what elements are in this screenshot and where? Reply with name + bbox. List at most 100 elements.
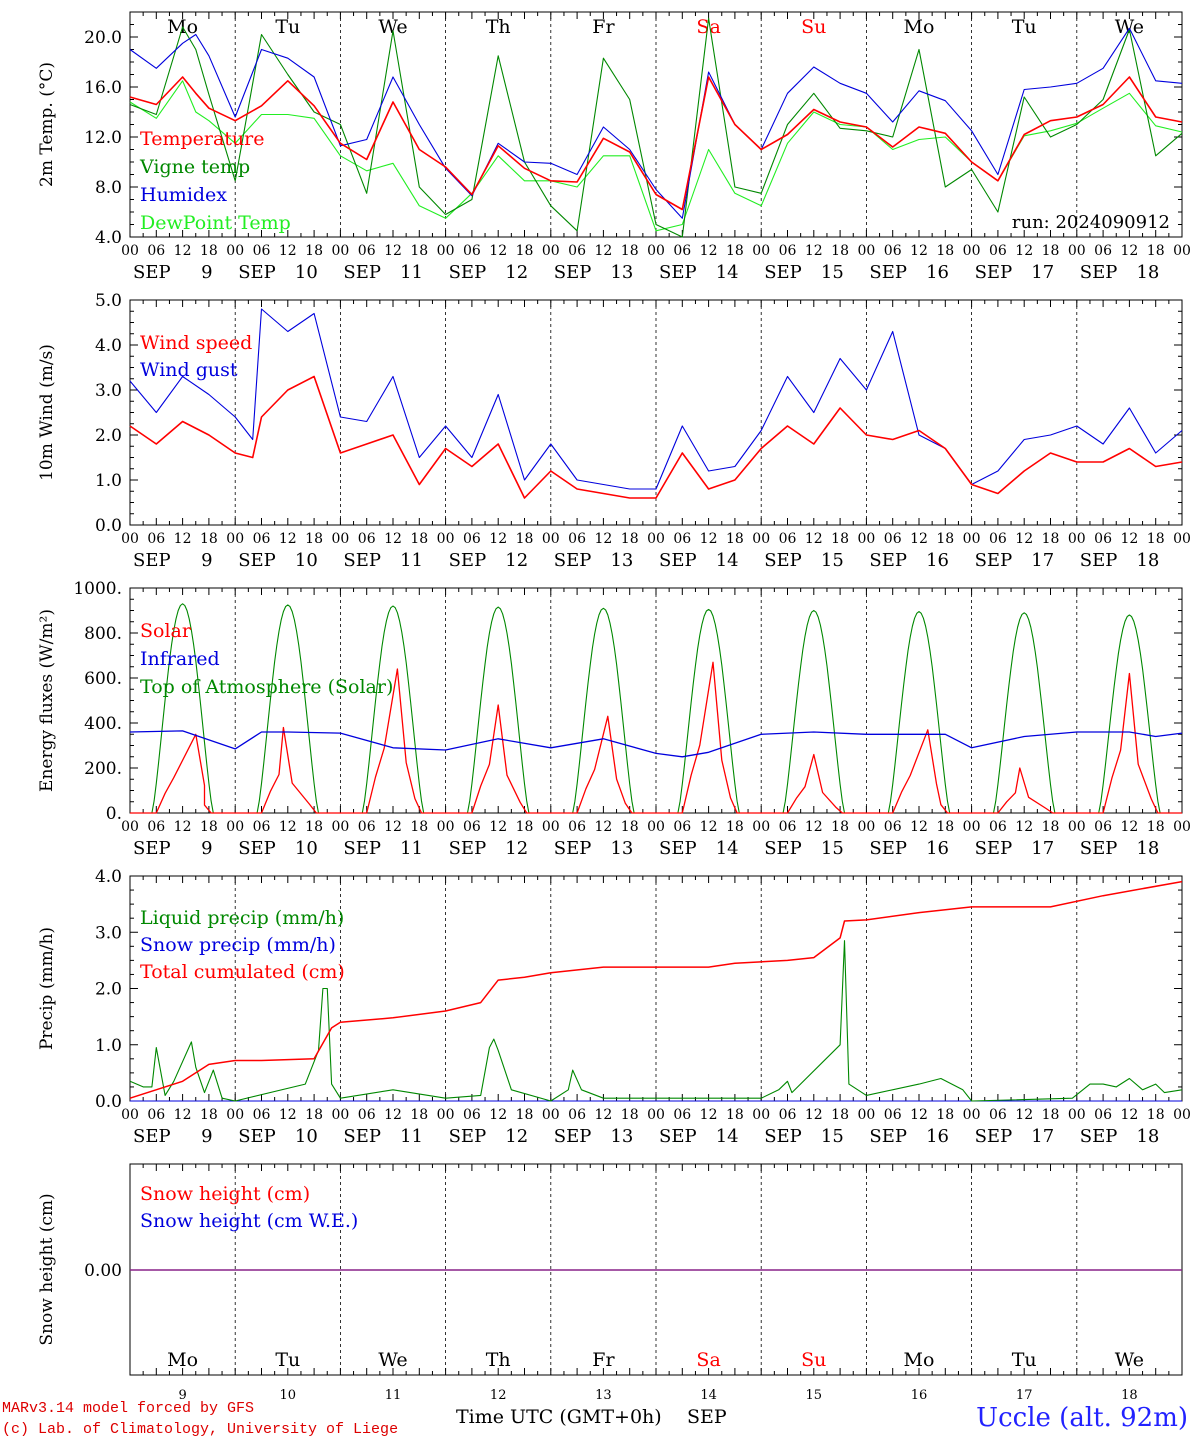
hour-tick-label: 12: [910, 531, 928, 547]
hour-tick-label: 00: [752, 531, 770, 547]
day-tick-label: 13: [610, 262, 633, 283]
hour-tick-label: 06: [884, 1107, 902, 1123]
hour-tick-label: 12: [1015, 243, 1033, 259]
month-tick-label: SEP: [554, 262, 592, 283]
hour-tick-label: 06: [989, 531, 1007, 547]
x-axis-title: Time UTC (GMT+0h): [456, 1406, 662, 1428]
hour-tick-label: 06: [253, 1107, 271, 1123]
month-tick-label: SEP: [554, 550, 592, 571]
hour-tick-label: 18: [831, 819, 849, 835]
day-tick-label: 18: [1136, 838, 1159, 859]
month-tick-label: SEP: [975, 838, 1013, 859]
day-tick-label: 11: [400, 550, 423, 571]
day-tick-label: 15: [821, 550, 844, 571]
hour-tick-label: 00: [647, 819, 665, 835]
hour-tick-label: 18: [726, 531, 744, 547]
month-tick-label: SEP: [659, 838, 697, 859]
legend-snow-height-cm-w-e: Snow height (cm W.E.): [140, 1210, 358, 1232]
hour-tick-label: 18: [726, 243, 744, 259]
panel-3: Energy fluxes (W/m²) 0. 200. 400. 600. 800. 10…: [37, 579, 1191, 859]
hour-tick-label: 06: [463, 243, 481, 259]
day-tick-label: 18: [1136, 550, 1159, 571]
day-tick-label: 10: [295, 838, 318, 859]
hour-tick-label: 12: [700, 531, 718, 547]
hour-tick-label: 18: [410, 531, 428, 547]
hour-tick-label: 00: [1068, 531, 1086, 547]
y-tick-label: 8.0: [95, 178, 122, 198]
y-tick-label: 3.0: [95, 381, 122, 401]
hour-tick-label: 06: [147, 819, 165, 835]
y-tick-label: 4.0: [95, 336, 122, 356]
panel-2: 10m Wind (m/s) 0.0 1.0 2.0 3.0 4.0 5.0 Wind spe…: [37, 291, 1191, 571]
y-tick-label: 1000.: [73, 579, 122, 599]
hour-tick-label: 00: [963, 531, 981, 547]
month-tick-label: SEP: [343, 550, 381, 571]
hour-tick-label: 12: [489, 243, 507, 259]
hour-tick-label: 18: [200, 243, 218, 259]
day-tick-label: 12: [505, 262, 528, 283]
day-tick-label: 14: [716, 550, 739, 571]
hour-tick-label: 18: [726, 819, 744, 835]
weekday-label: Mo: [904, 1349, 935, 1371]
hour-tick-label: 12: [1015, 1107, 1033, 1123]
hour-tick-label: 06: [253, 531, 271, 547]
day-tick-label: 17: [1031, 550, 1054, 571]
hour-tick-label: 12: [279, 1107, 297, 1123]
hour-tick-label: 00: [226, 531, 244, 547]
month-tick-label: SEP: [975, 262, 1013, 283]
y-tick-label: 4.0: [95, 867, 122, 887]
month-tick-label: SEP: [764, 1126, 802, 1147]
y-tick-label: 600.: [84, 669, 122, 689]
month-tick-label: SEP: [133, 1126, 171, 1147]
month-tick-label: SEP: [133, 550, 171, 571]
month-tick-label: SEP: [238, 1126, 276, 1147]
legend-snow-precip-mm-h: Snow precip (mm/h): [140, 934, 336, 956]
y-tick-label: 0.: [106, 804, 122, 824]
hour-tick-label: 06: [568, 531, 586, 547]
y-axis-label: Energy fluxes (W/m²): [37, 609, 57, 792]
weekday-label: We: [1115, 1349, 1144, 1371]
series-line-total-cumulated: [129, 880, 1183, 1099]
hour-tick-label: 12: [910, 819, 928, 835]
hour-tick-label: 18: [1147, 531, 1165, 547]
hour-tick-label: 06: [147, 531, 165, 547]
hour-tick-label: 06: [989, 243, 1007, 259]
hour-tick-label: 00: [752, 1107, 770, 1123]
series-line-infrared: [129, 730, 1183, 758]
hour-tick-label: 06: [463, 819, 481, 835]
hour-tick-label: 12: [594, 1107, 612, 1123]
hour-tick-label: 18: [621, 243, 639, 259]
hour-tick-label: 06: [989, 1107, 1007, 1123]
hour-tick-label: 18: [1042, 243, 1060, 259]
hour-tick-label: 00: [1173, 819, 1191, 835]
hour-tick-label: 06: [673, 819, 691, 835]
hour-tick-label: 00: [752, 243, 770, 259]
hour-tick-label: 18: [305, 243, 323, 259]
month-tick-label: SEP: [449, 838, 487, 859]
legend-vigne-temp: Vigne temp: [139, 156, 250, 178]
hour-tick-label: 18: [200, 1107, 218, 1123]
month-label: SEP: [687, 1406, 727, 1428]
month-tick-label: SEP: [449, 262, 487, 283]
weekday-label: We: [1115, 16, 1144, 38]
legend-liquid-precip-mm-h: Liquid precip (mm/h): [140, 907, 344, 929]
hour-tick-label: 18: [200, 819, 218, 835]
month-tick-label: SEP: [1080, 838, 1118, 859]
hour-tick-label: 18: [516, 243, 534, 259]
hour-tick-label: 12: [700, 243, 718, 259]
legend-wind-speed: Wind speed: [140, 332, 252, 354]
hour-tick-label: 06: [253, 243, 271, 259]
hour-tick-label: 12: [700, 1107, 718, 1123]
panel-5: Snow height (cm) 0.00 Snow height (cm) Snow…: [37, 1163, 1183, 1403]
hour-tick-label: 12: [1015, 819, 1033, 835]
day-tick-label: 14: [716, 838, 739, 859]
month-tick-label: SEP: [764, 262, 802, 283]
weekday-label: Tu: [275, 16, 300, 38]
day-tick-label: 11: [400, 262, 423, 283]
day-tick-label: 10: [295, 262, 318, 283]
hour-tick-label: 12: [489, 819, 507, 835]
hour-tick-label: 06: [463, 531, 481, 547]
hour-tick-label: 06: [779, 531, 797, 547]
day-number-label: 18: [1121, 1388, 1138, 1403]
hour-tick-label: 00: [121, 243, 139, 259]
